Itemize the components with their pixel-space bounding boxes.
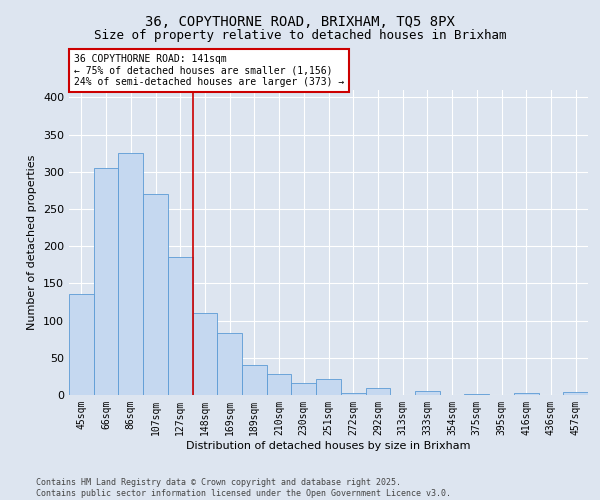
Bar bbox=[168, 256, 193, 395]
Text: Size of property relative to detached houses in Brixham: Size of property relative to detached ho… bbox=[94, 28, 506, 42]
Bar bbox=[143, 194, 168, 395]
Bar bbox=[415, 392, 440, 395]
Bar bbox=[464, 394, 489, 395]
Text: Contains HM Land Registry data © Crown copyright and database right 2025.
Contai: Contains HM Land Registry data © Crown c… bbox=[36, 478, 451, 498]
Bar bbox=[193, 313, 217, 395]
Bar bbox=[563, 392, 588, 395]
Bar bbox=[94, 168, 118, 395]
Bar bbox=[267, 374, 292, 395]
Bar bbox=[69, 294, 94, 395]
Bar bbox=[118, 153, 143, 395]
Bar bbox=[365, 388, 390, 395]
Text: 36 COPYTHORNE ROAD: 141sqm
← 75% of detached houses are smaller (1,156)
24% of s: 36 COPYTHORNE ROAD: 141sqm ← 75% of deta… bbox=[74, 54, 344, 87]
Bar bbox=[242, 365, 267, 395]
Bar bbox=[316, 378, 341, 395]
Bar bbox=[292, 383, 316, 395]
X-axis label: Distribution of detached houses by size in Brixham: Distribution of detached houses by size … bbox=[186, 440, 471, 450]
Y-axis label: Number of detached properties: Number of detached properties bbox=[28, 155, 37, 330]
Text: 36, COPYTHORNE ROAD, BRIXHAM, TQ5 8PX: 36, COPYTHORNE ROAD, BRIXHAM, TQ5 8PX bbox=[145, 16, 455, 30]
Bar bbox=[217, 334, 242, 395]
Bar bbox=[514, 393, 539, 395]
Bar bbox=[341, 393, 365, 395]
